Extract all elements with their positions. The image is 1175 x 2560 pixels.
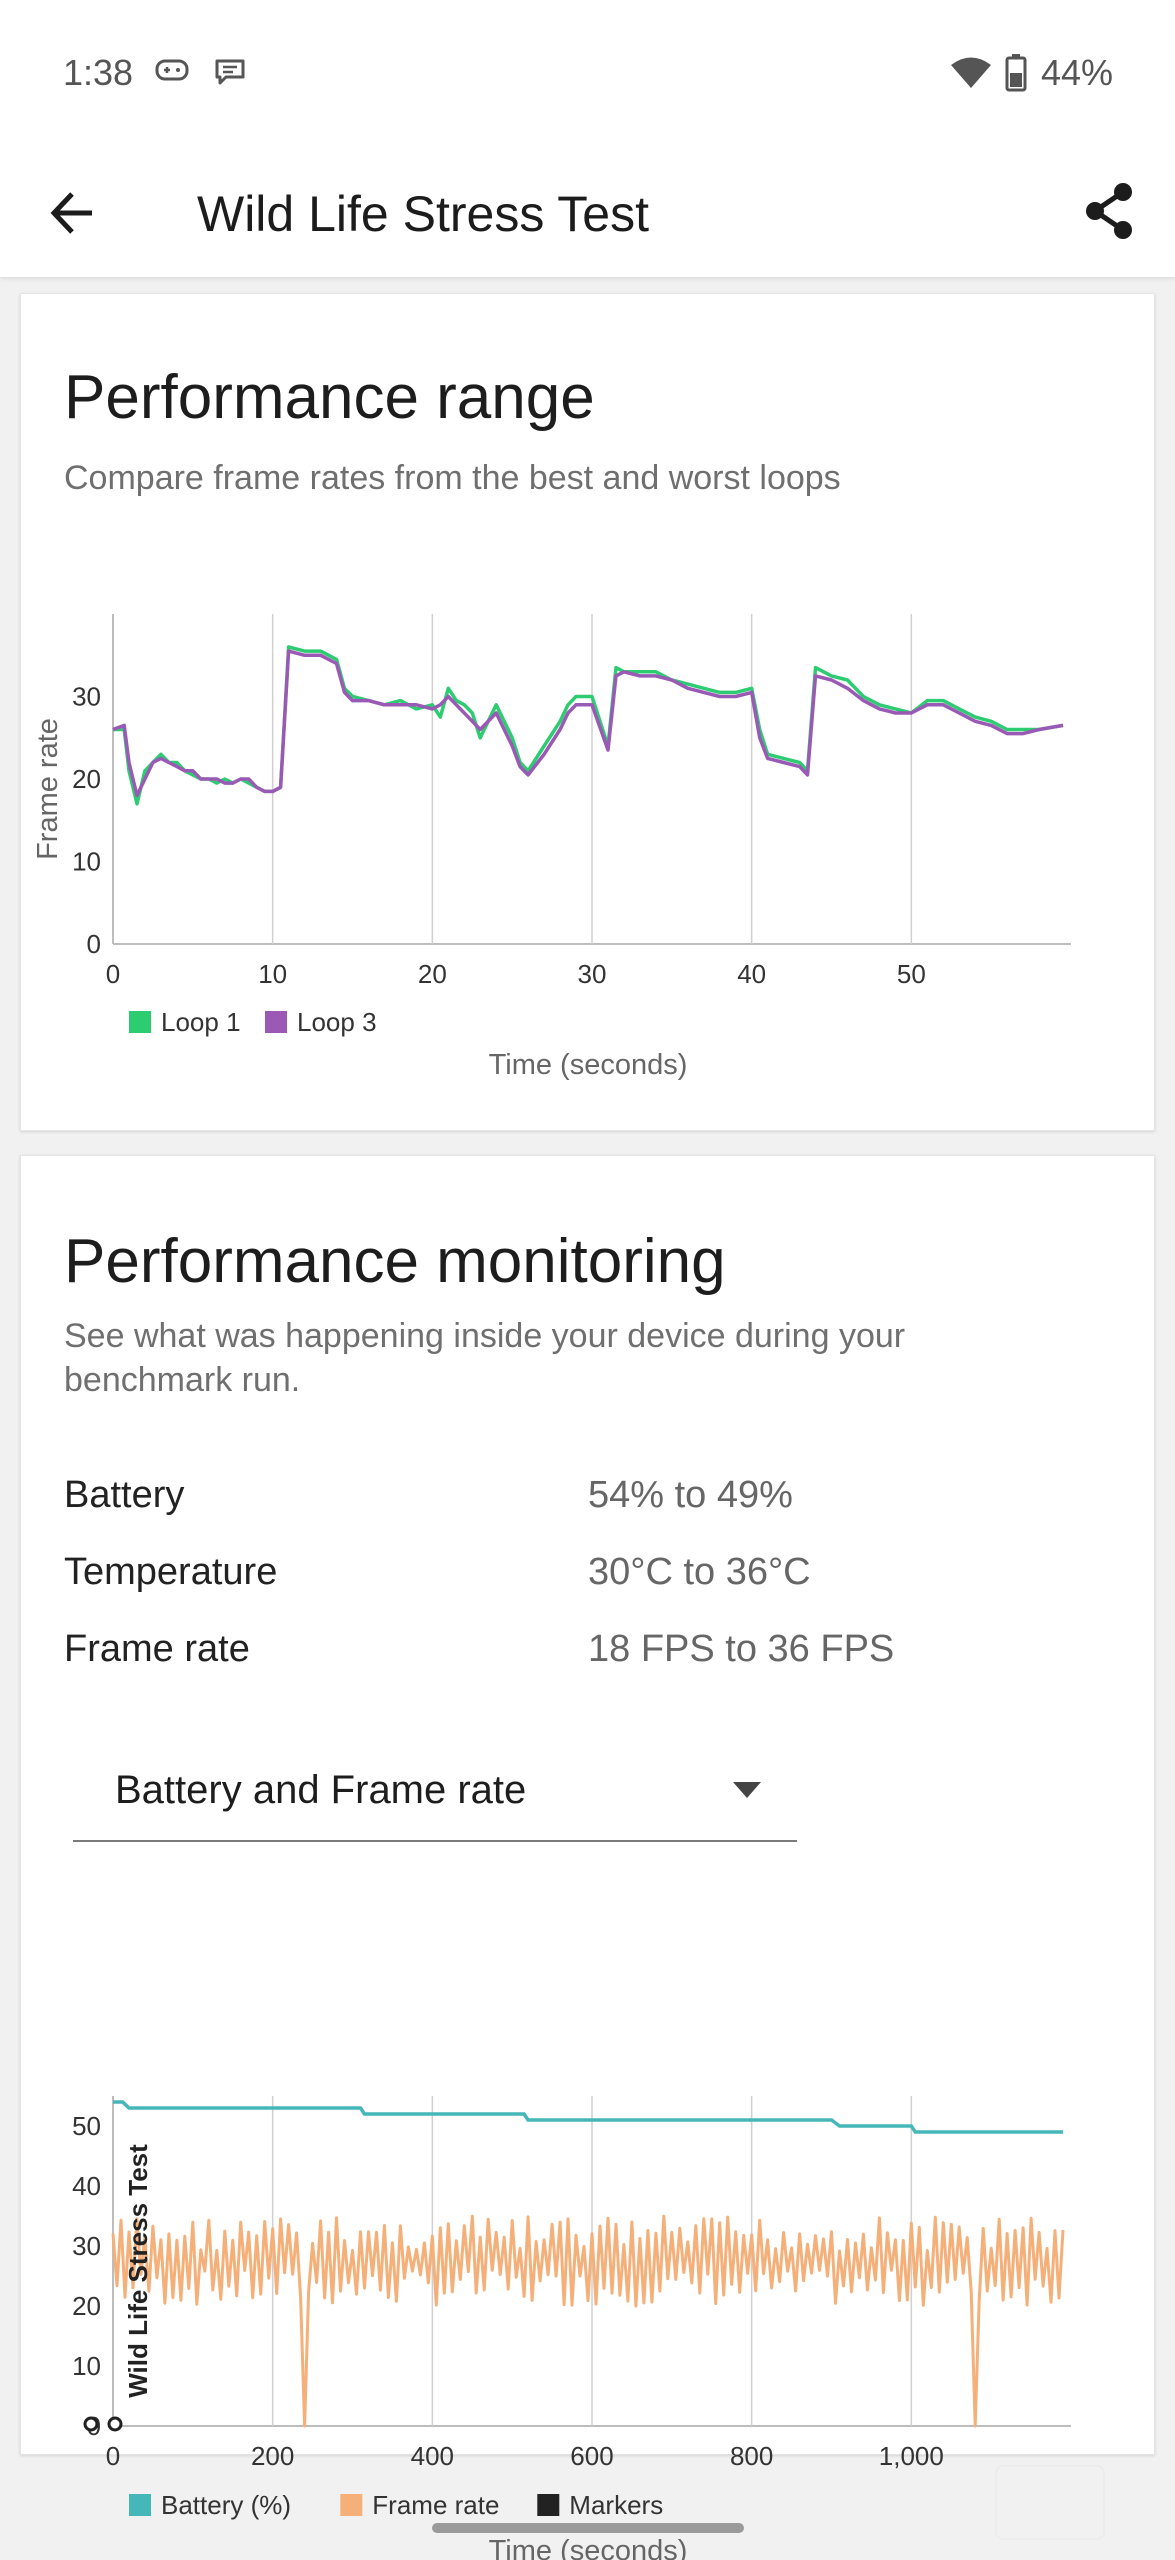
x-tick-label: 1,000 bbox=[879, 2441, 944, 2471]
y-tick-label: 10 bbox=[72, 2351, 101, 2381]
y-tick-label: 10 bbox=[72, 847, 101, 877]
stat-value-battery: 54% to 49% bbox=[588, 1474, 793, 1516]
y-tick-label: 50 bbox=[72, 2111, 101, 2141]
gamepad-icon bbox=[155, 59, 189, 81]
wifi-icon bbox=[951, 57, 991, 88]
performance-range-subtitle: Compare frame rates from the best and wo… bbox=[64, 459, 841, 497]
y-tick-label: 20 bbox=[72, 2291, 101, 2321]
legend-swatch bbox=[537, 2494, 560, 2516]
watermark bbox=[995, 2465, 1105, 2540]
x-axis-label: Time (seconds) bbox=[489, 1049, 688, 1081]
chart-metric-dropdown[interactable]: Battery and Frame rate bbox=[73, 1724, 797, 1842]
share-icon[interactable] bbox=[1075, 176, 1145, 246]
status-bar: 1:38 44% bbox=[0, 0, 1175, 150]
legend-swatch bbox=[129, 1011, 151, 1033]
dropdown-selected-value: Battery and Frame rate bbox=[115, 1768, 527, 1812]
app-bar: Wild Life Stress Test bbox=[0, 150, 1175, 278]
performance-range-chart: 0 10 20 30 0 10 20 30 40 50 Frame rate Loop 1 Loo… bbox=[32, 614, 1071, 1081]
performance-monitoring-card: Performance monitoring See what was happ… bbox=[20, 1155, 1155, 2560]
caret-down-icon bbox=[733, 1782, 761, 1798]
x-tick-label: 600 bbox=[570, 2441, 613, 2471]
series-line-loop-1 bbox=[113, 645, 1064, 806]
legend-label: Loop 3 bbox=[297, 1007, 377, 1037]
x-tick-label: 30 bbox=[578, 959, 607, 989]
series-line-loop-3 bbox=[112, 649, 1064, 798]
legend-label: Loop 1 bbox=[161, 1007, 241, 1037]
x-tick-label: 0 bbox=[106, 2441, 120, 2471]
x-tick-label: 200 bbox=[251, 2441, 294, 2471]
stat-label-battery: Battery bbox=[64, 1474, 185, 1516]
x-tick-label: 800 bbox=[730, 2441, 773, 2471]
stat-label-temperature: Temperature bbox=[64, 1551, 278, 1593]
battery-percent: 44% bbox=[1040, 52, 1113, 93]
series-line-frame-rate bbox=[111, 2214, 1065, 2428]
y-axis-label: Frame rate bbox=[32, 718, 64, 860]
legend-swatch bbox=[265, 1011, 287, 1033]
x-tick-label: 400 bbox=[411, 2441, 454, 2471]
marker-label: Wild Life Stress Test bbox=[123, 2144, 153, 2398]
stat-value-temperature: 30°C to 36°C bbox=[588, 1551, 811, 1593]
performance-monitoring-subtitle: See what was happening inside your devic… bbox=[64, 1317, 906, 1400]
x-tick-label: 40 bbox=[737, 959, 766, 989]
x-tick-label: 50 bbox=[897, 959, 926, 989]
performance-range-card: Performance range Compare frame rates fr… bbox=[20, 293, 1155, 1131]
x-tick-label: 0 bbox=[106, 959, 120, 989]
y-tick-label: 20 bbox=[72, 764, 101, 794]
marker-point bbox=[107, 2416, 123, 2432]
legend-label: Battery (%) bbox=[161, 2490, 291, 2520]
stat-value-frame-rate: 18 FPS to 36 FPS bbox=[588, 1628, 895, 1670]
marker-point bbox=[83, 2416, 99, 2432]
performance-monitoring-title: Performance monitoring bbox=[64, 1227, 726, 1296]
legend-swatch bbox=[129, 2494, 151, 2516]
y-tick-label: 30 bbox=[72, 682, 101, 712]
legend-swatch bbox=[340, 2494, 363, 2516]
message-icon bbox=[215, 59, 245, 85]
legend-label: Markers bbox=[569, 2490, 663, 2520]
x-axis-label: Time (seconds) bbox=[489, 2535, 688, 2560]
performance-range-title: Performance range bbox=[64, 363, 595, 432]
y-tick-label: 30 bbox=[72, 2231, 101, 2261]
home-indicator[interactable] bbox=[432, 2523, 744, 2533]
page-title: Wild Life Stress Test bbox=[197, 186, 650, 242]
arrow-left-icon[interactable] bbox=[40, 178, 110, 248]
y-tick-label: 0 bbox=[87, 929, 101, 959]
stat-label-frame-rate: Frame rate bbox=[64, 1628, 250, 1670]
status-time: 1:38 bbox=[63, 52, 134, 93]
x-tick-label: 10 bbox=[258, 959, 287, 989]
y-tick-label: 40 bbox=[72, 2171, 101, 2201]
legend-label: Frame rate bbox=[372, 2490, 499, 2520]
battery-icon bbox=[1005, 54, 1027, 92]
x-tick-label: 20 bbox=[418, 959, 447, 989]
series-line-battery bbox=[113, 2100, 1063, 2134]
